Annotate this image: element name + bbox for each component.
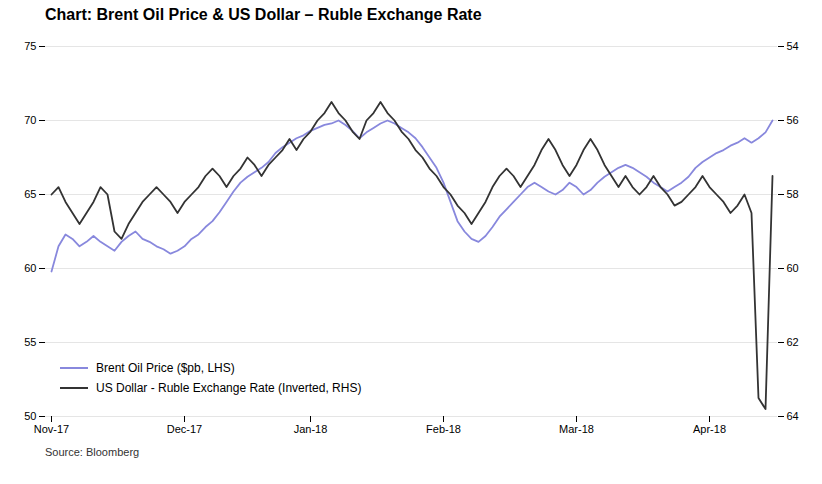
svg-text:55: 55 [24,336,36,348]
svg-text:Apr-18: Apr-18 [693,423,726,435]
svg-text:Mar-18: Mar-18 [559,423,594,435]
svg-text:75: 75 [24,40,36,52]
svg-text:Dec-17: Dec-17 [167,423,202,435]
html-text:Chart: Brent Oil Price & US Do: Chart: Brent Oil Price & US Dollar – Rub… [45,6,482,23]
svg-text:Jan-18: Jan-18 [294,423,328,435]
html-text:US Dollar - Ruble Exchange Rat: US Dollar - Ruble Exchange Rate (Inverte… [96,381,362,395]
svg-text:70: 70 [24,114,36,126]
svg-text:65: 65 [24,188,36,200]
svg-text:60: 60 [24,262,36,274]
svg-text:50: 50 [24,410,36,422]
html-text:Source: Bloomberg: Source: Bloomberg [45,446,140,458]
svg-text:56: 56 [787,114,799,126]
svg-text:54: 54 [787,40,799,52]
html-text:Brent Oil Price ($pb, LHS): Brent Oil Price ($pb, LHS) [96,361,235,375]
svg-text:64: 64 [787,410,799,422]
svg-text:62: 62 [787,336,799,348]
svg-text:Feb-18: Feb-18 [426,423,461,435]
svg-text:Nov-17: Nov-17 [34,423,69,435]
svg-text:60: 60 [787,262,799,274]
svg-text:58: 58 [787,188,799,200]
